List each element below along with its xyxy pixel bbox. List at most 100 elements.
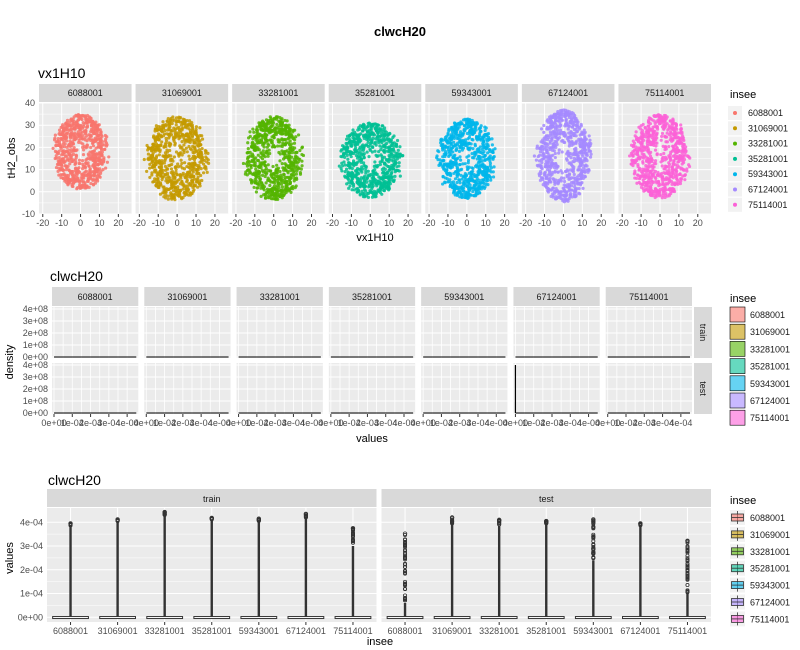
scatter-point: [453, 153, 457, 157]
scatter-point: [97, 141, 102, 145]
scatter-point: [577, 157, 582, 161]
scatter-point: [466, 161, 470, 165]
scatter-series-67124001: [532, 108, 593, 204]
scatter-point: [398, 174, 402, 178]
scatter-point: [263, 164, 267, 168]
scatter-point: [560, 150, 564, 154]
scatter-point: [81, 125, 86, 129]
scatter-point: [366, 140, 370, 145]
scatter-point: [265, 133, 269, 137]
scatter-point: [277, 127, 282, 131]
scatter-point: [565, 122, 569, 126]
scatter-point: [271, 172, 275, 176]
scatter-point: [100, 161, 104, 165]
scatter-x-tick-label: -10: [635, 218, 648, 228]
scatter-point: [70, 184, 74, 188]
scatter-point: [173, 177, 177, 181]
scatter-point: [547, 115, 552, 119]
scatter-point: [370, 190, 374, 194]
scatter-point: [561, 186, 565, 190]
scatter-point: [569, 181, 574, 185]
scatter-point: [271, 176, 275, 180]
scatter-x-tick-label: -10: [248, 218, 261, 228]
scatter-point: [95, 167, 99, 172]
scatter-point: [478, 145, 482, 149]
scatter-point: [474, 174, 478, 178]
scatter-point: [670, 123, 674, 127]
scatter-x-tick-label: 20: [210, 218, 220, 228]
scatter-point: [558, 128, 563, 132]
scatter-point: [169, 167, 174, 171]
scatter-x-tick-label: -20: [326, 218, 339, 228]
scatter-point: [583, 157, 588, 161]
scatter-point: [557, 148, 561, 152]
scatter-point: [567, 182, 571, 187]
scatter-point: [369, 138, 373, 142]
scatter-point: [254, 164, 258, 168]
scatter-point: [64, 165, 69, 169]
scatter-point: [478, 186, 482, 190]
scatter-point: [70, 127, 74, 132]
scatter-point: [196, 175, 200, 179]
scatter-point: [648, 122, 652, 126]
scatter-point: [163, 128, 167, 133]
scatter-point: [60, 158, 64, 162]
scatter-point: [159, 171, 163, 176]
scatter-point: [556, 181, 560, 185]
scatter-point: [291, 187, 295, 191]
scatter-point: [340, 169, 344, 173]
scatter-point: [281, 141, 285, 145]
scatter-point: [455, 166, 459, 171]
scatter-point: [93, 152, 97, 157]
scatter-point: [268, 125, 272, 129]
scatter-point: [203, 164, 207, 168]
scatter-point: [628, 154, 632, 158]
scatter-point: [349, 179, 353, 183]
scatter-point: [642, 180, 646, 184]
scatter-point: [189, 174, 194, 178]
scatter-point: [265, 171, 269, 175]
scatter-point: [541, 177, 545, 182]
scatter-point: [250, 181, 254, 185]
scatter-point: [198, 160, 202, 164]
scatter-point: [557, 151, 561, 155]
scatter-point: [201, 171, 206, 175]
scatter-point: [247, 171, 252, 175]
scatter-point: [172, 193, 176, 197]
scatter-point: [470, 128, 474, 132]
scatter-point: [377, 140, 381, 145]
scatter-point: [445, 168, 449, 172]
scatter-point: [552, 149, 556, 153]
scatter-point: [571, 141, 575, 145]
scatter-point: [283, 143, 287, 147]
scatter-point: [362, 191, 366, 195]
scatter-point: [67, 168, 71, 172]
scatter-point: [80, 159, 85, 163]
scatter-point: [475, 122, 480, 126]
scatter-point: [91, 141, 95, 145]
scatter-point: [158, 192, 163, 196]
scatter-point: [356, 171, 360, 175]
scatter-point: [351, 128, 355, 132]
scatter-point: [178, 174, 183, 178]
scatter-point: [250, 172, 254, 176]
scatter-point: [580, 130, 584, 134]
scatter-series-31069001: [142, 115, 211, 202]
scatter-point: [543, 141, 547, 146]
scatter-point: [287, 164, 291, 168]
scatter-point: [556, 170, 560, 174]
scatter-point: [67, 123, 72, 128]
scatter-point: [283, 167, 287, 171]
scatter-point: [662, 167, 666, 171]
scatter-point: [578, 181, 582, 185]
scatter-point: [392, 178, 396, 182]
scatter-strip: [521, 84, 615, 102]
scatter-point: [584, 143, 589, 147]
scatter-point: [647, 116, 651, 120]
scatter-point: [199, 167, 203, 171]
scatter-point: [196, 139, 201, 143]
scatter-point: [543, 138, 547, 142]
scatter-point: [165, 119, 169, 123]
scatter-point: [254, 128, 258, 132]
scatter-point: [260, 168, 264, 173]
